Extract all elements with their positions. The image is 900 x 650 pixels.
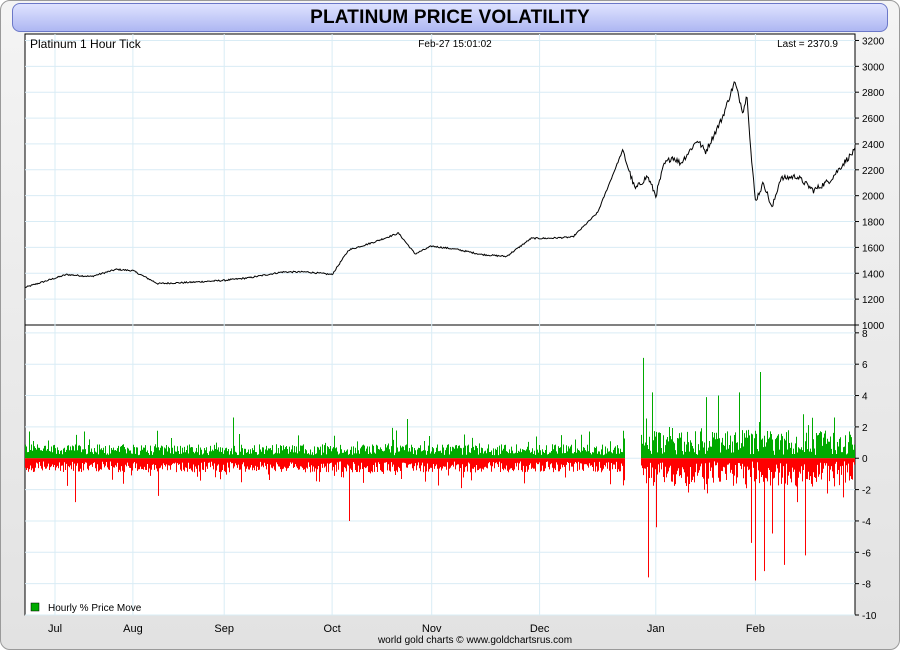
price-series-line (24, 81, 856, 289)
x-tick-label: Nov (422, 623, 442, 635)
price-tick-label: 2200 (862, 166, 885, 177)
volatility-panel (24, 324, 856, 616)
x-tick-label: Oct (324, 623, 341, 635)
price-tick-label: 1200 (862, 295, 885, 306)
price-tick-label: 1600 (862, 243, 885, 254)
title-bar: PLATINUM PRICE VOLATILITY (12, 3, 888, 32)
price-tick-label: 2800 (862, 88, 885, 99)
price-tick-label: 2400 (862, 140, 885, 151)
vol-tick-label: 6 (862, 360, 868, 371)
x-tick-label: Feb (746, 623, 765, 635)
price-tick-label: 2600 (862, 114, 885, 125)
x-tick-label: Dec (530, 623, 550, 635)
price-panel-label: Platinum 1 Hour Tick (30, 37, 142, 51)
footer-credit: world gold charts © www.goldchartsrus.co… (377, 635, 572, 646)
x-tick-label: Jan (647, 623, 665, 635)
vol-tick-label: 4 (862, 392, 868, 403)
price-tick-label: 1400 (862, 269, 885, 280)
vol-tick-label: 0 (862, 454, 868, 465)
timestamp: Feb-27 15:01:02 (418, 39, 492, 50)
vol-tick-label: -8 (862, 580, 871, 591)
price-tick-label: 1000 (862, 321, 885, 332)
chart-title: PLATINUM PRICE VOLATILITY (310, 7, 590, 28)
vol-tick-label: 8 (862, 329, 868, 340)
legend-swatch (30, 602, 40, 612)
price-tick-label: 3000 (862, 62, 885, 73)
price-tick-label: 1800 (862, 218, 885, 229)
vol-tick-label: -10 (862, 611, 877, 622)
vol-tick-label: -2 (862, 486, 871, 497)
price-tick-label: 2000 (862, 192, 885, 203)
legend-label: Hourly % Price Move (48, 603, 142, 614)
vol-tick-label: -6 (862, 548, 871, 559)
x-tick-label: Jul (48, 623, 62, 635)
x-tick-label: Aug (123, 623, 143, 635)
last-price: Last = 2370.9 (777, 39, 838, 50)
x-tick-label: Sep (214, 623, 234, 635)
vol-tick-label: 2 (862, 423, 868, 434)
price-tick-label: 3200 (862, 36, 885, 47)
vol-tick-label: -4 (862, 517, 871, 528)
price-panel (24, 33, 856, 326)
